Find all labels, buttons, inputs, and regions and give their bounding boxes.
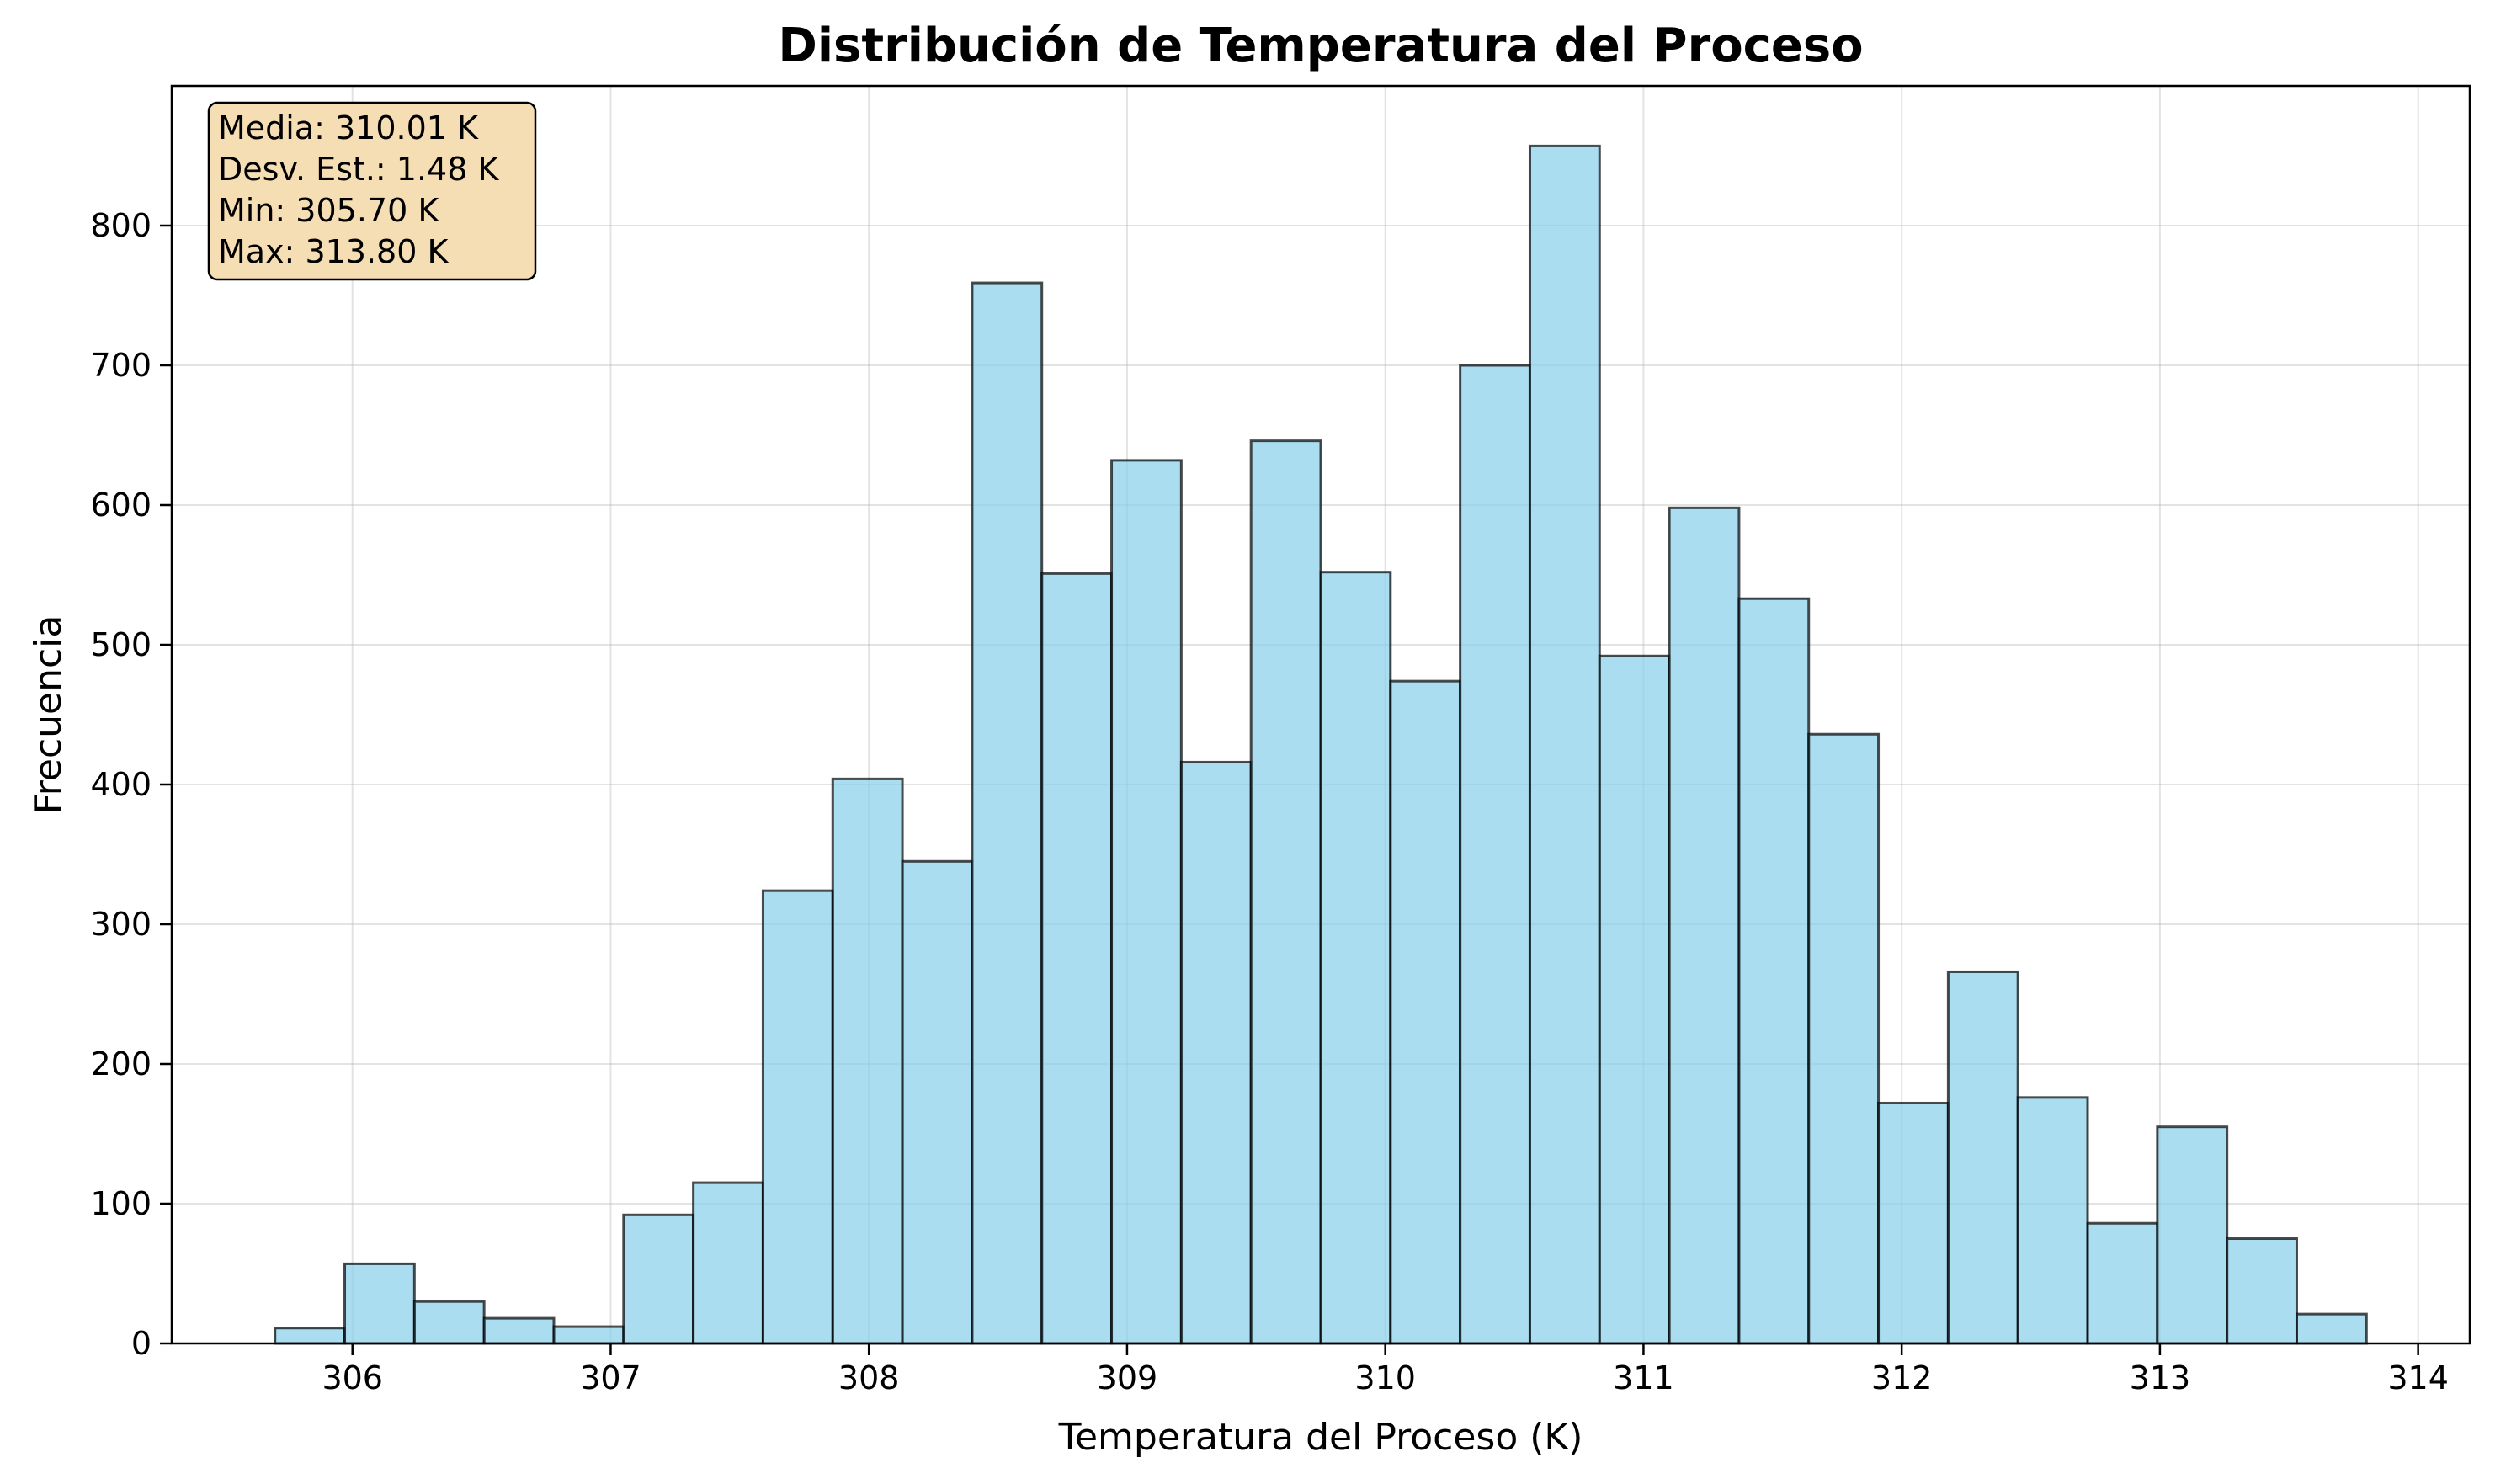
histogram-bar — [1668, 506, 1741, 1345]
chart-title: Distribución de Temperatura del Proceso — [778, 19, 1863, 73]
histogram-bar — [1598, 654, 1671, 1345]
histogram-bar — [482, 1316, 556, 1345]
stats-box: Media: 310.01 K Desv. Est.: 1.48 K Min: … — [207, 101, 537, 281]
x-tick-label: 308 — [838, 1359, 900, 1396]
histogram-bar — [1249, 439, 1322, 1345]
histogram-bar — [1459, 364, 1531, 1345]
y-tick-label: 100 — [90, 1185, 152, 1222]
x-tick-label: 313 — [2130, 1359, 2191, 1396]
x-axis-ticks: 306 307 308 309 310 311 312 313 314 — [322, 1343, 2449, 1396]
stats-max: Max: 313.80 K — [218, 233, 449, 270]
x-tick-label: 314 — [2387, 1359, 2449, 1396]
histogram-bars — [274, 144, 2368, 1345]
histogram-bar — [1040, 572, 1114, 1345]
histogram-bar — [343, 1262, 416, 1345]
histogram-bar — [2156, 1125, 2229, 1345]
stats-mean: Media: 310.01 K — [218, 109, 479, 146]
histogram-bar — [2016, 1096, 2089, 1345]
histogram-bar — [1877, 1101, 1950, 1345]
histogram-bar — [831, 777, 904, 1345]
x-tick-label: 306 — [322, 1359, 383, 1396]
y-tick-label: 600 — [90, 487, 152, 524]
histogram-bar — [1528, 144, 1601, 1345]
stats-std: Desv. Est.: 1.48 K — [218, 151, 499, 188]
x-tick-label: 307 — [580, 1359, 641, 1396]
y-tick-label: 300 — [90, 906, 152, 943]
histogram-bar — [1319, 571, 1392, 1345]
y-tick-label: 400 — [90, 766, 152, 803]
histogram-bar — [692, 1181, 764, 1345]
stats-min: Min: 305.70 K — [218, 192, 439, 229]
histogram-bar — [622, 1213, 695, 1345]
plot-area — [170, 84, 2471, 1345]
histogram-bar — [2295, 1312, 2368, 1345]
y-tick-label: 500 — [90, 626, 152, 663]
histogram-bar — [1389, 679, 1462, 1345]
histogram-bar — [901, 859, 974, 1345]
histogram-bar — [552, 1325, 625, 1345]
histogram-bar — [1946, 970, 2019, 1345]
y-tick-label: 800 — [90, 207, 152, 244]
x-tick-label: 312 — [1871, 1359, 1933, 1396]
y-tick-label: 0 — [131, 1325, 152, 1362]
histogram-bar — [1807, 732, 1881, 1345]
histogram-bar — [761, 889, 834, 1345]
histogram-bar — [1110, 459, 1183, 1345]
histogram-bar — [412, 1300, 486, 1345]
histogram-bar — [274, 1327, 347, 1345]
stats-box-background — [207, 101, 537, 281]
x-tick-label: 310 — [1354, 1359, 1416, 1396]
x-tick-label: 311 — [1613, 1359, 1674, 1396]
y-axis-ticks: 0 100 200 300 400 500 600 700 800 — [90, 207, 172, 1362]
y-tick-label: 200 — [90, 1045, 152, 1082]
histogram-bar — [2086, 1221, 2159, 1345]
x-axis-label: Temperatura del Proceso (K) — [1058, 1416, 1583, 1459]
histogram-bar — [1737, 597, 1811, 1345]
histogram-bar — [2226, 1237, 2298, 1345]
x-tick-label: 309 — [1097, 1359, 1158, 1396]
histogram-bar — [1179, 760, 1253, 1345]
histogram-bar — [971, 281, 1044, 1345]
y-tick-label: 700 — [90, 347, 152, 384]
y-axis-label: Frecuencia — [27, 615, 70, 815]
